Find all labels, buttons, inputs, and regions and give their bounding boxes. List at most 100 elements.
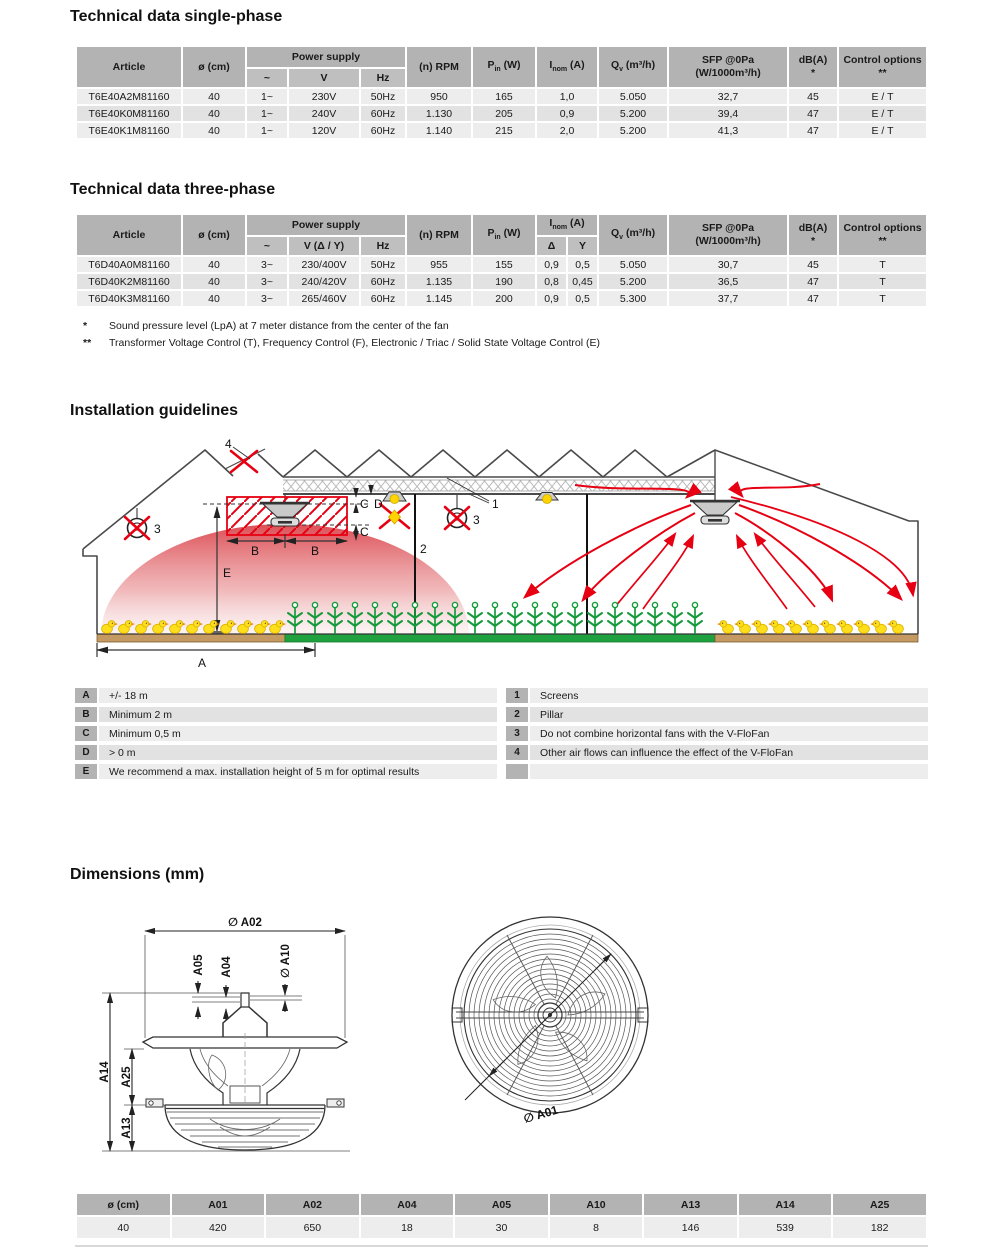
col-airflow: Qv (m³/h) <box>599 215 668 255</box>
table-cell: 1~ <box>247 106 287 121</box>
legend-notes: 1 Screens 2 Pillar 3 Do not combine hori… <box>506 688 928 783</box>
section-title-single-phase: Technical data single-phase <box>70 8 283 25</box>
legend-key <box>506 764 528 779</box>
footnote-mark: * <box>83 320 88 332</box>
col-hz: Hz <box>361 69 406 87</box>
table-cell: 40 <box>183 291 245 306</box>
col-control: Control options ** <box>839 47 927 87</box>
label-a05: A05 <box>193 954 205 976</box>
table-cell: T6D40K3M81160 <box>77 291 181 306</box>
fan-front-view-drawing: ∅ A01 <box>451 916 649 1126</box>
dimensions-header-row: ø (cm) A01 A02 A04 A05 A10 A13 A14 A25 <box>77 1194 926 1215</box>
section-title-dimensions: Dimensions (mm) <box>70 866 205 883</box>
table-cell: 60Hz <box>361 274 406 289</box>
extension-lines <box>102 935 350 1152</box>
table-cell: 200 <box>473 291 536 306</box>
table-cell: 47 <box>789 123 838 138</box>
footnote-text: Transformer Voltage Control (T), Frequen… <box>109 337 600 349</box>
table-cell: 47 <box>789 106 838 121</box>
table-row: T6E40K0M81160 40 1~ 240V 60Hz 1.130 205 0,9 … <box>77 106 927 121</box>
footnote: ** Transformer Voltage Control (T), Freq… <box>75 337 928 349</box>
table-cell: 40 <box>183 106 245 121</box>
table-cell: 1.145 <box>407 291 472 306</box>
table-cell: 32,7 <box>669 89 788 104</box>
label-a01: ∅ A01 <box>522 1103 560 1126</box>
table-cell: 165 <box>473 89 536 104</box>
table-cell: 205 <box>473 106 536 121</box>
table-cell: 18 <box>360 1217 454 1238</box>
table-cell: T6E40K1M81160 <box>77 123 181 138</box>
dims-column-header: A14 <box>738 1194 832 1215</box>
col-current: Inom (A) <box>537 47 598 87</box>
crossed-airflow-icon <box>229 449 259 474</box>
table-cell: 5.050 <box>599 257 668 272</box>
footer-rule <box>75 1245 928 1247</box>
table-row: T6E40A2M81160 40 1~ 230V 50Hz 950 165 1,0 5.… <box>77 89 927 104</box>
table-cell: 40 <box>183 274 245 289</box>
table-cell: 60Hz <box>361 123 406 138</box>
col-rpm: (n) RPM <box>407 215 472 255</box>
three-phase-table: Article ø (cm) Power supply (n) RPM Pin … <box>75 213 928 308</box>
legend-dimensions: A +/- 18 m B Minimum 2 m C Minimum 0,5 m… <box>75 688 497 783</box>
table-cell: 1.140 <box>407 123 472 138</box>
floor <box>96 633 919 643</box>
table-cell: 40 <box>183 123 245 138</box>
table-cell: 146 <box>644 1217 737 1238</box>
label-a04: A04 <box>221 956 233 978</box>
table-cell: 0,5 <box>568 291 598 306</box>
table-cell: T <box>839 274 927 289</box>
ceiling-screens <box>283 476 715 495</box>
section-title-installation: Installation guidelines <box>70 402 239 419</box>
table-cell: T6D40K2M81160 <box>77 274 181 289</box>
footnote-mark: ** <box>83 337 92 349</box>
legend-row: D > 0 m <box>75 745 497 760</box>
table-cell: 50Hz <box>361 89 406 104</box>
table-cell: 265/460V <box>289 291 359 306</box>
col-phase: ~ <box>247 69 287 87</box>
table-cell: 1~ <box>247 89 287 104</box>
col-hz: Hz <box>361 237 406 255</box>
col-current: Inom (A) <box>537 215 598 235</box>
legend-row: 2 Pillar <box>506 707 928 722</box>
table-cell: 5.050 <box>599 89 668 104</box>
legend-description: Minimum 2 m <box>99 707 497 722</box>
table-cell: 240V <box>289 106 359 121</box>
crossed-horizontal-fan-icon <box>123 515 151 541</box>
installation-diagram: A B B C D C E 1 2 3 3 4 <box>82 437 919 670</box>
table-cell: 1.135 <box>407 274 472 289</box>
table-cell: 5.300 <box>599 291 668 306</box>
label-a02: ∅ A02 <box>228 917 262 929</box>
dims-column-header: A13 <box>644 1194 737 1215</box>
dims-column-header: A02 <box>266 1194 359 1215</box>
col-db: dB(A) * <box>789 215 838 255</box>
dims-column-header: ø (cm) <box>77 1194 170 1215</box>
table-cell: 8 <box>549 1217 643 1238</box>
legend-description: > 0 m <box>99 745 497 760</box>
label-a13: A13 <box>121 1117 133 1138</box>
table-cell: 47 <box>789 274 838 289</box>
label-a: A <box>198 656 206 670</box>
table-cell: 182 <box>833 1217 926 1238</box>
footnote-text: Sound pressure level (LpA) at 7 meter di… <box>109 320 449 332</box>
legend-description: Minimum 0,5 m <box>99 726 497 741</box>
col-article: Article <box>77 215 181 255</box>
table-row: T6D40K3M81160 40 3~ 265/460V 60Hz 1.145 200… <box>77 291 927 306</box>
col-diameter: ø (cm) <box>183 215 245 255</box>
dimensions-table: ø (cm) A01 A02 A04 A05 A10 A13 A14 A25 40 420 650… <box>75 1192 928 1240</box>
label-1: 1 <box>492 497 499 511</box>
fan-side-view-drawing: ∅ A02 A05 A04 ∅ A10 A14 A25 A13 <box>99 917 350 1152</box>
table-cell: 40 <box>77 1217 170 1238</box>
table-cell: 50Hz <box>361 257 406 272</box>
legend-description: +/- 18 m <box>99 688 497 703</box>
label-3: 3 <box>473 513 480 527</box>
col-power-in: Pin (W) <box>473 215 536 255</box>
table-cell: 155 <box>473 257 536 272</box>
table-cell: 40 <box>183 89 245 104</box>
table-cell: 0,45 <box>568 274 598 289</box>
table-cell: 5.200 <box>599 106 668 121</box>
drawing-labels: ∅ A02 A05 A04 ∅ A10 A14 A25 A13 <box>99 917 292 1139</box>
table-cell: 60Hz <box>361 106 406 121</box>
table-cell: 47 <box>789 291 838 306</box>
table-cell: 1.130 <box>407 106 472 121</box>
col-sfp: SFP @0Pa (W/1000m³/h) <box>669 215 788 255</box>
